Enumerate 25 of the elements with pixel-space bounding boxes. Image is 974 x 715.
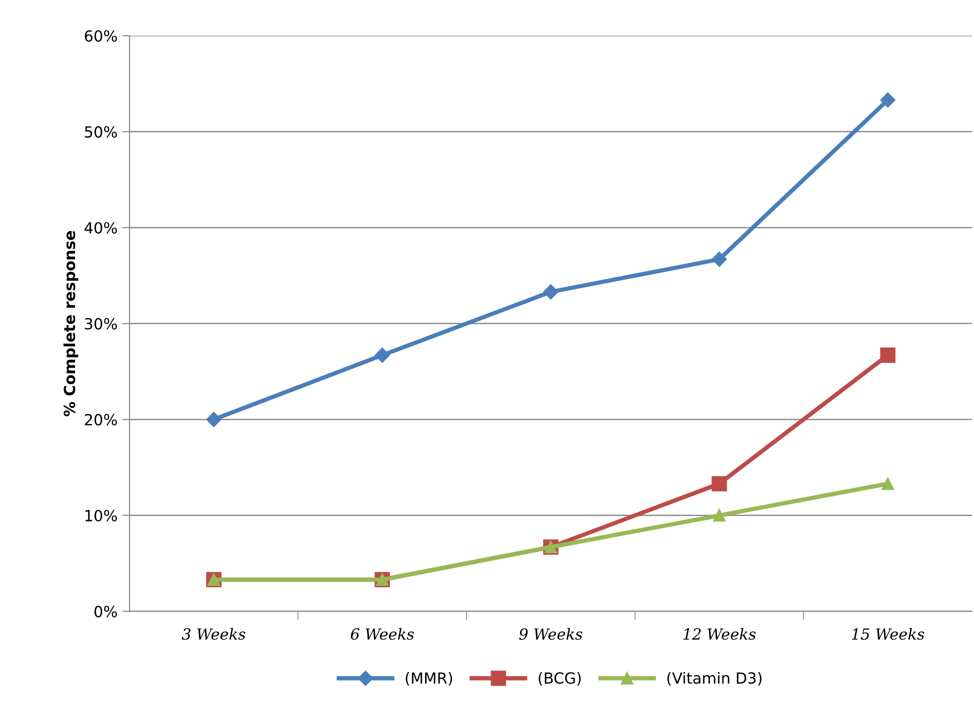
y-tick-label: 60% bbox=[84, 30, 117, 42]
legend-label: (Vitamin D3) bbox=[667, 672, 762, 686]
legend-label: (MMR) bbox=[406, 672, 452, 686]
y-tick-label: 50% bbox=[84, 126, 117, 138]
point bbox=[543, 284, 558, 300]
point bbox=[880, 348, 896, 363]
point bbox=[880, 92, 896, 108]
y-tick-label: 20% bbox=[84, 414, 117, 426]
y-tick-label: 40% bbox=[84, 222, 117, 234]
x-tick-label: 12 Weeks bbox=[683, 628, 756, 640]
legend-label: (BCG) bbox=[538, 672, 581, 686]
x-tick-label: 3 Weeks bbox=[182, 628, 246, 640]
y-axis-title: % Complete response bbox=[63, 231, 78, 416]
y-tick-label: 10% bbox=[85, 510, 117, 522]
x-tick-label: 15 Weeks bbox=[852, 628, 924, 640]
point bbox=[712, 252, 727, 267]
x-tick-label: 9 Weeks bbox=[519, 628, 582, 640]
point bbox=[713, 509, 726, 522]
point bbox=[374, 348, 390, 363]
y-tick-label: 0% bbox=[94, 606, 117, 618]
point bbox=[712, 476, 727, 492]
y-tick-label: 30% bbox=[84, 318, 117, 330]
point bbox=[882, 477, 894, 490]
point bbox=[206, 412, 222, 428]
x-tick-label: 6 Weeks bbox=[350, 628, 414, 640]
